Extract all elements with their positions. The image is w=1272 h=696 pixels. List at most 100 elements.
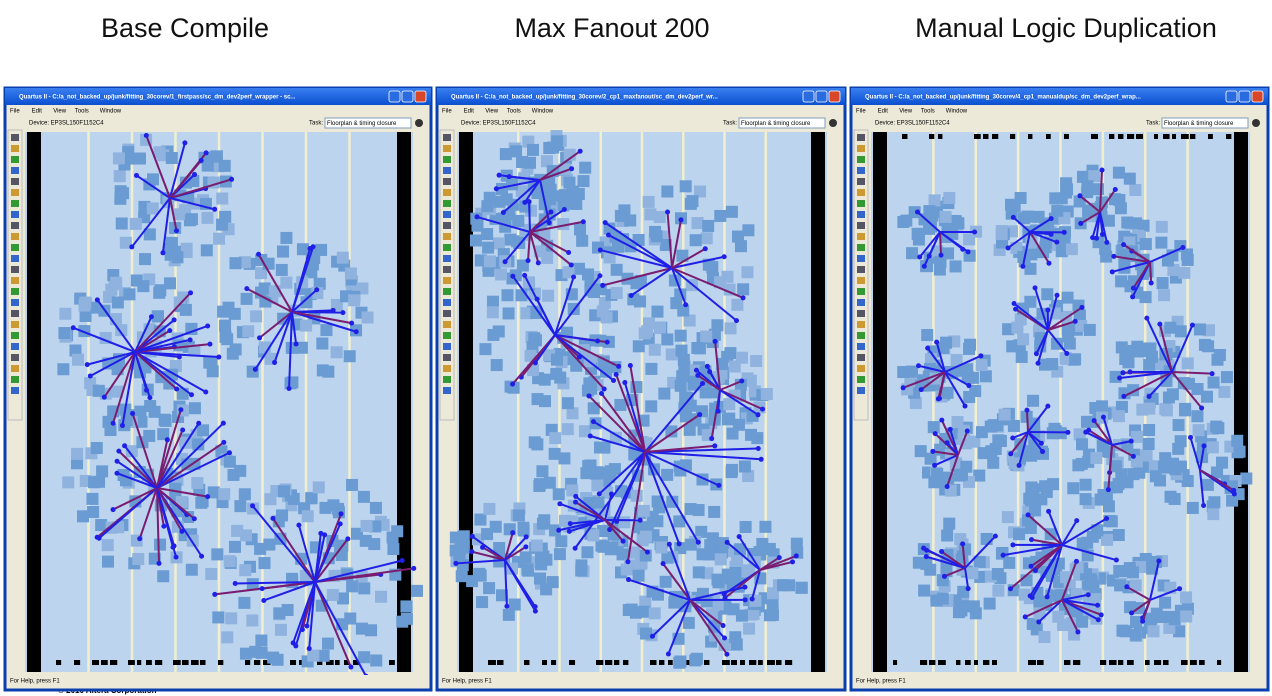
menu-item[interactable]: View <box>899 109 913 115</box>
tool-icon[interactable] <box>11 233 19 240</box>
task-value[interactable]: Floorplan & timing closure <box>741 121 811 127</box>
tool-icon[interactable] <box>11 310 19 317</box>
tool-icon[interactable] <box>857 178 865 185</box>
tool-icon[interactable] <box>857 343 865 350</box>
tool-icon[interactable] <box>443 332 451 339</box>
tool-icon[interactable] <box>11 266 19 273</box>
menu-item[interactable]: Window <box>100 109 122 115</box>
tool-icon[interactable] <box>443 354 451 361</box>
tool-icon[interactable] <box>443 189 451 196</box>
tool-icon[interactable] <box>443 343 451 350</box>
tool-icon[interactable] <box>857 200 865 207</box>
window-button[interactable] <box>802 90 815 103</box>
tool-icon[interactable] <box>443 145 451 152</box>
window-button[interactable] <box>1225 90 1238 103</box>
tool-icon[interactable] <box>443 321 451 328</box>
menu-item[interactable]: Edit <box>464 109 475 115</box>
tool-icon[interactable] <box>443 376 451 383</box>
tool-icon[interactable] <box>443 288 451 295</box>
tool-icon[interactable] <box>857 222 865 229</box>
tool-icon[interactable] <box>857 189 865 196</box>
tool-icon[interactable] <box>857 277 865 284</box>
tool-icon[interactable] <box>443 156 451 163</box>
tool-icon[interactable] <box>11 387 19 394</box>
tool-icon[interactable] <box>857 365 865 372</box>
tool-icon[interactable] <box>857 244 865 251</box>
tool-icon[interactable] <box>857 354 865 361</box>
window-button[interactable] <box>815 90 828 103</box>
tool-icon[interactable] <box>11 277 19 284</box>
tool-icon[interactable] <box>443 365 451 372</box>
task-dropdown[interactable] <box>738 117 826 129</box>
tool-icon[interactable] <box>11 134 19 141</box>
window-button[interactable] <box>1251 90 1264 103</box>
tool-icon[interactable] <box>857 387 865 394</box>
tool-icon[interactable] <box>443 277 451 284</box>
menu-item[interactable]: File <box>856 109 866 115</box>
tool-icon[interactable] <box>857 156 865 163</box>
tool-icon[interactable] <box>443 310 451 317</box>
window-button[interactable] <box>1238 90 1251 103</box>
task-dropdown[interactable] <box>324 117 412 129</box>
menu-item[interactable]: View <box>53 109 67 115</box>
menu-item[interactable]: Edit <box>878 109 889 115</box>
tool-icon[interactable] <box>857 145 865 152</box>
task-value[interactable]: Floorplan & timing closure <box>1164 121 1234 127</box>
menu-item[interactable]: View <box>485 109 499 115</box>
menu-item[interactable]: Edit <box>32 109 43 115</box>
tool-icon[interactable] <box>857 332 865 339</box>
menu-item[interactable]: Window <box>532 109 554 115</box>
tool-icon[interactable] <box>11 321 19 328</box>
tool-icon[interactable] <box>11 376 19 383</box>
tool-icon[interactable] <box>11 200 19 207</box>
tool-icon[interactable] <box>857 299 865 306</box>
tool-icon[interactable] <box>857 266 865 273</box>
tool-icon[interactable] <box>11 178 19 185</box>
tool-icon[interactable] <box>11 189 19 196</box>
tool-icon[interactable] <box>11 211 19 218</box>
window-button[interactable] <box>828 90 841 103</box>
tool-icon[interactable] <box>857 233 865 240</box>
tool-icon[interactable] <box>857 288 865 295</box>
tool-icon[interactable] <box>443 222 451 229</box>
tool-icon[interactable] <box>857 310 865 317</box>
tool-icon[interactable] <box>443 299 451 306</box>
tool-icon[interactable] <box>443 233 451 240</box>
tool-icon[interactable] <box>11 288 19 295</box>
tool-icon[interactable] <box>443 200 451 207</box>
menu-item[interactable]: File <box>442 109 452 115</box>
tool-icon[interactable] <box>443 178 451 185</box>
tool-icon[interactable] <box>11 255 19 262</box>
tool-icon[interactable] <box>11 222 19 229</box>
tool-icon[interactable] <box>11 365 19 372</box>
tool-icon[interactable] <box>11 244 19 251</box>
tool-icon[interactable] <box>11 156 19 163</box>
window-button[interactable] <box>388 90 401 103</box>
window-button[interactable] <box>401 90 414 103</box>
tool-icon[interactable] <box>857 321 865 328</box>
tool-icon[interactable] <box>11 354 19 361</box>
help-button[interactable] <box>1252 119 1260 127</box>
menu-item[interactable]: Tools <box>75 109 89 115</box>
tool-icon[interactable] <box>443 266 451 273</box>
tool-icon[interactable] <box>857 255 865 262</box>
tool-icon[interactable] <box>443 211 451 218</box>
menu-item[interactable]: Tools <box>507 109 521 115</box>
window-button[interactable] <box>414 90 427 103</box>
tool-icon[interactable] <box>443 244 451 251</box>
tool-icon[interactable] <box>11 332 19 339</box>
tool-icon[interactable] <box>857 167 865 174</box>
tool-icon[interactable] <box>857 376 865 383</box>
tool-icon[interactable] <box>443 134 451 141</box>
tool-icon[interactable] <box>11 343 19 350</box>
menu-item[interactable]: File <box>10 109 20 115</box>
tool-icon[interactable] <box>11 145 19 152</box>
tool-icon[interactable] <box>857 211 865 218</box>
menu-item[interactable]: Window <box>946 109 968 115</box>
tool-icon[interactable] <box>443 387 451 394</box>
task-dropdown[interactable] <box>1161 117 1249 129</box>
task-value[interactable]: Floorplan & timing closure <box>327 121 397 127</box>
tool-icon[interactable] <box>11 167 19 174</box>
tool-icon[interactable] <box>11 299 19 306</box>
tool-icon[interactable] <box>443 167 451 174</box>
